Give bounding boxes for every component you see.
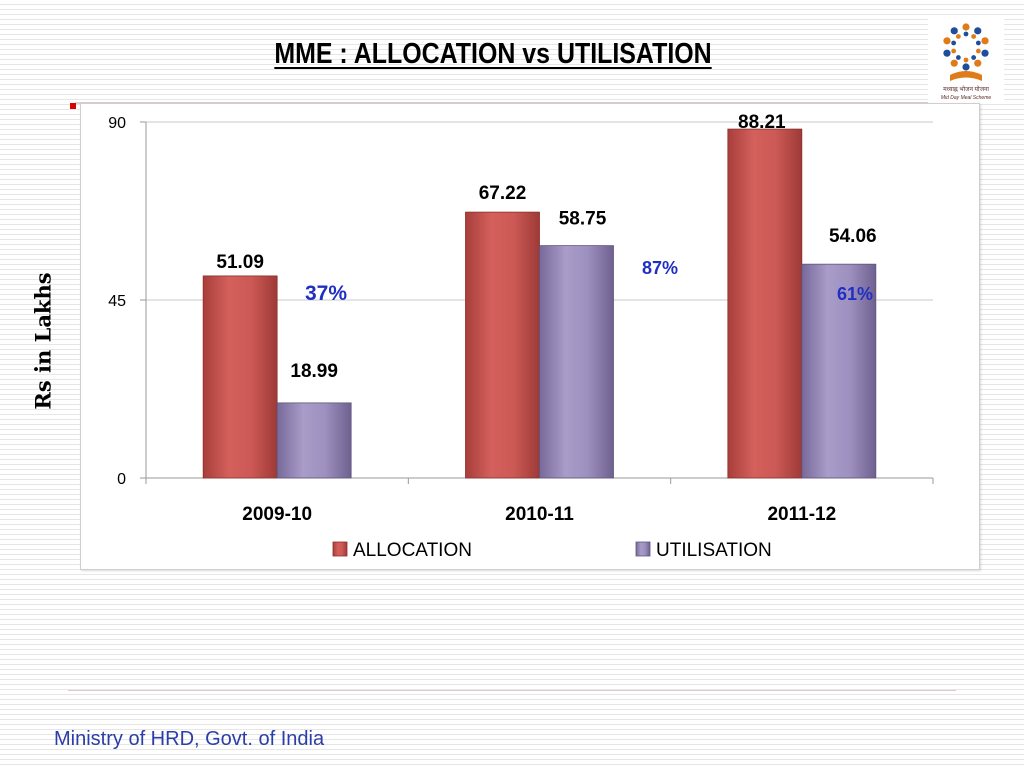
logo-figure-icon	[963, 31, 969, 37]
logo-figure-icon	[971, 34, 977, 39]
bullet-marker	[70, 103, 76, 109]
slide-title: MME : ALLOCATION vs UTILISATION	[274, 38, 712, 70]
percentage-annotation: 61%	[837, 284, 873, 304]
x-tick-label: 2010-11	[505, 504, 574, 525]
logo-figure-icon	[943, 49, 951, 57]
legend-swatch-utilisation	[635, 541, 651, 557]
data-label: 54.06	[829, 226, 877, 247]
data-label: 88.21	[738, 112, 786, 133]
y-axis-label: Rs in Lakhs	[30, 272, 56, 410]
bar-allocation-2009-10	[202, 275, 278, 479]
bar-allocation-2011-12	[727, 128, 803, 479]
logo-figure-icon	[971, 55, 977, 60]
logo-figure-icon	[975, 40, 981, 46]
y-tick-label: 0	[117, 471, 126, 488]
logo-figure-icon	[955, 34, 961, 39]
logo-figure-icon	[951, 48, 957, 54]
logo-figure-icon	[981, 49, 989, 57]
logo-figure-icon	[955, 55, 961, 60]
logo-figure-icon	[962, 63, 970, 71]
bar-utilisation-2009-10	[276, 402, 352, 479]
logo-caption: मध्याह्न भोजन योजना	[943, 85, 989, 93]
logo-figure-icon	[951, 40, 957, 46]
logo-figure-icon	[975, 48, 981, 54]
data-label: 67.22	[479, 183, 527, 204]
chart-area: 0 45 90 51.09 18.99 2009-10 67.22 58.75 2010-11 8…	[80, 103, 980, 570]
book-icon	[950, 71, 982, 81]
data-label: 18.99	[290, 361, 338, 382]
legend-label-utilisation: UTILISATION	[656, 540, 772, 561]
logo-figure-icon	[950, 59, 958, 67]
legend-swatch-allocation	[332, 541, 348, 557]
percentage-annotation: 87%	[642, 258, 678, 278]
footer-text: Ministry of HRD, Govt. of India	[54, 728, 325, 750]
logo-figure-icon	[950, 27, 958, 35]
bar-allocation-2010-11	[465, 211, 540, 479]
logo-subcaption: Mid Day Meal Scheme	[941, 95, 992, 101]
logo-figure-icon	[974, 59, 982, 67]
percentage-annotation: 37%	[305, 282, 347, 305]
footer-divider	[68, 690, 956, 691]
mid-day-meal-logo: मध्याह्न भोजन योजना Mid Day Meal Scheme	[928, 17, 1004, 103]
x-tick-label: 2011-12	[767, 504, 836, 525]
logo-figure-icon	[943, 37, 951, 45]
logo-figure-icon	[981, 37, 989, 45]
bar-utilisation-2010-11	[539, 245, 614, 479]
logo-figure-icon	[963, 57, 969, 63]
x-tick-label: 2009-10	[242, 504, 312, 525]
data-label: 58.75	[559, 209, 607, 230]
logo-figure-icon	[974, 27, 982, 35]
legend-label-allocation: ALLOCATION	[353, 540, 472, 561]
bar-chart: 0 45 90 51.09 18.99 2009-10 67.22 58.75 2010-11 8…	[108, 112, 934, 561]
y-tick-label: 90	[108, 115, 126, 132]
y-tick-label: 45	[108, 293, 126, 310]
logo-figure-icon	[962, 23, 970, 31]
data-label: 51.09	[216, 252, 264, 273]
bar-utilisation-2011-12	[801, 263, 877, 479]
mid-day-meal-logo-icon: मध्याह्न भोजन योजना Mid Day Meal Scheme	[941, 23, 992, 101]
